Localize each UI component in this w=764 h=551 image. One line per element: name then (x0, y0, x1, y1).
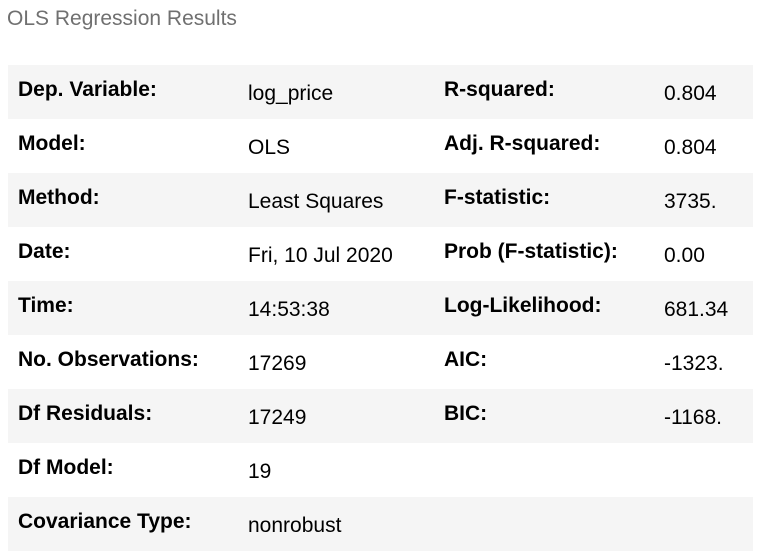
stat-value: 3735. (664, 189, 717, 213)
stat-value (657, 443, 753, 497)
table-row: Date: Fri, 10 Jul 2020 Prob (F-statistic… (8, 227, 753, 281)
row-value: nonrobust (248, 513, 342, 537)
row-label: No. Observations: (18, 348, 199, 371)
ols-summary-table: Dep. Variable: log_price R-squared: 0.80… (8, 65, 753, 551)
row-value: log_price (248, 81, 334, 105)
table-row: Dep. Variable: log_price R-squared: 0.80… (8, 65, 753, 119)
row-label: Df Model: (18, 456, 114, 479)
stat-value: 0.804 (664, 135, 717, 159)
stat-label: AIC: (444, 348, 488, 371)
row-label: Time: (18, 294, 74, 317)
row-value: 17269 (248, 351, 307, 375)
row-label: Model: (18, 132, 86, 155)
table-caption: OLS Regression Results (7, 7, 237, 30)
stat-label: R-squared: (444, 78, 555, 101)
row-label: Date: (18, 240, 71, 263)
row-value: Fri, 10 Jul 2020 (248, 243, 393, 267)
stat-value: -1323. (664, 351, 724, 375)
stat-label: Log-Likelihood: (444, 294, 602, 317)
table-row: Model: OLS Adj. R-squared: 0.804 (8, 119, 753, 173)
stat-label (435, 443, 657, 497)
table-row: Time: 14:53:38 Log-Likelihood: 681.34 (8, 281, 753, 335)
table-row: Covariance Type: nonrobust (8, 497, 753, 551)
stat-label: F-statistic: (444, 186, 551, 209)
stat-value: 0.00 (664, 243, 705, 267)
row-value: Least Squares (248, 189, 384, 213)
stat-label (435, 497, 657, 551)
row-label: Method: (18, 186, 100, 209)
stat-value (657, 497, 753, 551)
table-row: Df Residuals: 17249 BIC: -1168. (8, 389, 753, 443)
row-value: 14:53:38 (248, 297, 330, 321)
stat-value: -1168. (664, 405, 722, 429)
row-label: Dep. Variable: (18, 78, 157, 101)
row-value: OLS (248, 135, 291, 159)
row-value: 17249 (248, 405, 307, 429)
table-row: Df Model: 19 (8, 443, 753, 497)
table-row: Method: Least Squares F-statistic: 3735. (8, 173, 753, 227)
stat-value: 681.34 (664, 297, 729, 321)
row-label: Covariance Type: (18, 510, 192, 533)
stat-label: Adj. R-squared: (444, 132, 601, 155)
stat-label: BIC: (444, 402, 488, 425)
row-label: Df Residuals: (18, 402, 153, 425)
stat-label: Prob (F-statistic): (444, 240, 618, 263)
row-value: 19 (248, 459, 272, 483)
table-row: No. Observations: 17269 AIC: -1323. (8, 335, 753, 389)
stat-value: 0.804 (664, 81, 717, 105)
